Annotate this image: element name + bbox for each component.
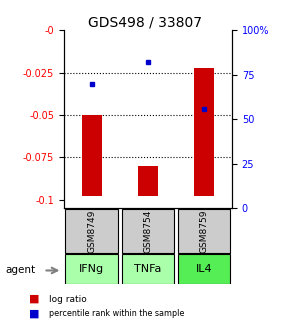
- Text: GSM8749: GSM8749: [87, 209, 96, 253]
- FancyBboxPatch shape: [122, 254, 174, 284]
- Text: TNFa: TNFa: [134, 264, 162, 274]
- Text: GSM8759: GSM8759: [200, 209, 209, 253]
- Text: ■: ■: [29, 308, 39, 318]
- Bar: [194, 68, 214, 197]
- Text: IL4: IL4: [196, 264, 212, 274]
- FancyBboxPatch shape: [122, 209, 174, 253]
- Bar: [82, 115, 102, 197]
- Text: percentile rank within the sample: percentile rank within the sample: [49, 309, 185, 318]
- FancyBboxPatch shape: [66, 254, 118, 284]
- Text: log ratio: log ratio: [49, 295, 87, 303]
- Text: ■: ■: [29, 294, 39, 304]
- FancyBboxPatch shape: [66, 209, 118, 253]
- FancyBboxPatch shape: [177, 209, 230, 253]
- FancyBboxPatch shape: [177, 254, 230, 284]
- Bar: [138, 166, 158, 197]
- Text: GDS498 / 33807: GDS498 / 33807: [88, 15, 202, 29]
- Text: IFNg: IFNg: [79, 264, 104, 274]
- Text: agent: agent: [6, 265, 36, 276]
- Text: GSM8754: GSM8754: [143, 209, 153, 253]
